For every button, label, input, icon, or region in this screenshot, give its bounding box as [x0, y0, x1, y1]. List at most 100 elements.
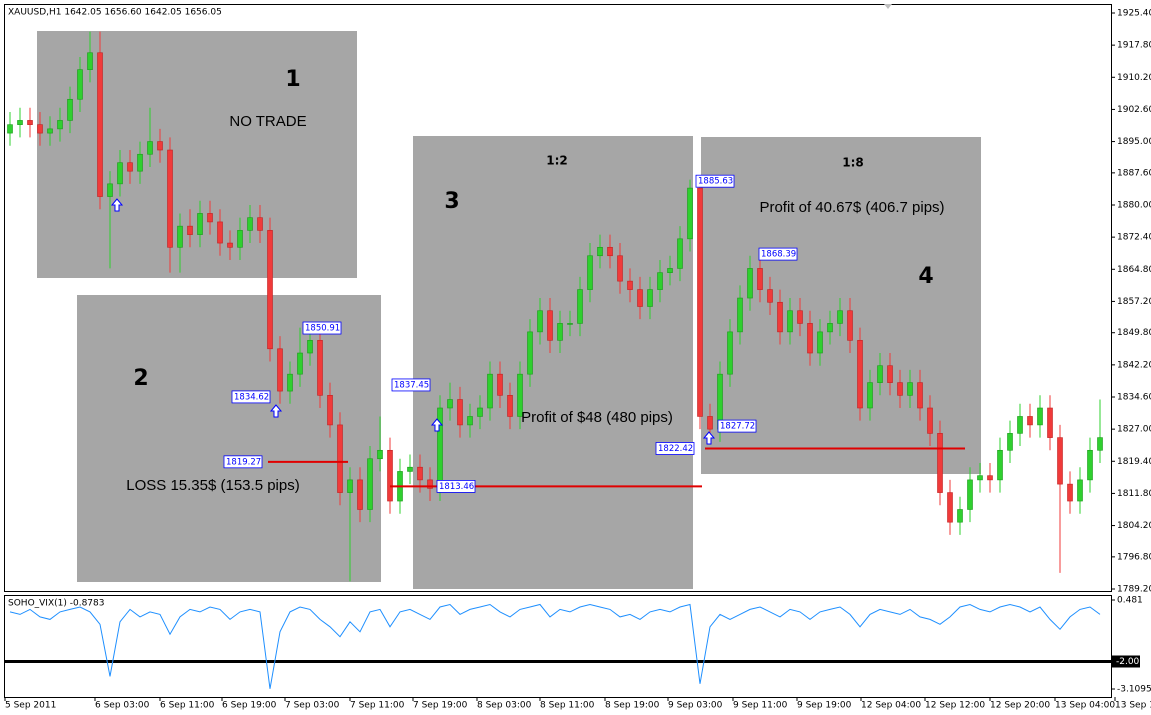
candle-body: [627, 280, 633, 290]
candle-body: [997, 449, 1003, 481]
zone-note: Profit of $48 (480 pips): [521, 409, 673, 426]
price-label: 1819.27: [226, 457, 261, 467]
candle-body: [647, 289, 653, 307]
price-label: 1885.63: [698, 177, 733, 187]
candle-body: [857, 340, 863, 409]
price-label-box: [223, 455, 263, 469]
x-tick-label: 6 Sep 03:00: [95, 701, 150, 711]
candle-body: [757, 268, 763, 290]
candle-body: [547, 310, 553, 341]
candle-body: [907, 382, 913, 396]
indicator-title: SOHO_VIX(1) -0.8783: [8, 599, 104, 609]
candle-body: [347, 479, 353, 493]
zone-note: Profit of 40.67$ (406.7 pips): [759, 199, 944, 216]
price-label-box: [302, 321, 342, 335]
candle-body: [637, 289, 643, 307]
candle-body: [517, 373, 523, 417]
price-label-box: [655, 442, 695, 455]
candle-body: [197, 213, 203, 235]
candle-body: [747, 268, 753, 299]
level-label-box: [1112, 655, 1140, 668]
x-tick-label: 8 Sep 11:00: [540, 701, 595, 711]
indicator-tick-label: -3.1095: [1117, 685, 1151, 695]
candle-body: [277, 348, 283, 392]
candle-body: [837, 310, 843, 324]
candle-body: [327, 395, 333, 426]
main-panel-frame: [4, 4, 1112, 592]
candle-body: [177, 225, 183, 248]
candle-body: [877, 365, 883, 383]
candle-body: [47, 128, 53, 134]
candle-body: [97, 52, 103, 197]
y-tick-label: 1842.20: [1117, 360, 1151, 370]
candle-body: [357, 479, 363, 510]
x-tick-label: 7 Sep 11:00: [350, 701, 405, 711]
candle-body: [137, 153, 143, 172]
candle-body: [1057, 437, 1063, 485]
candle-body: [707, 416, 713, 430]
candle-body: [767, 289, 773, 303]
price-label: 1834.62: [234, 392, 269, 402]
candle-body: [507, 395, 513, 417]
candle-body: [17, 120, 23, 125]
candle-body: [1037, 407, 1043, 426]
price-label: 1868.39: [761, 250, 796, 260]
candle-body: [987, 475, 993, 481]
candle-body: [387, 449, 393, 502]
symbol-header: XAUUSD,H1 1642.05 1656.60 1642.05 1656.0…: [8, 8, 222, 18]
level-label: -2.00: [1116, 657, 1140, 667]
y-tick-label: 1895.00: [1117, 137, 1151, 147]
price-label-box: [436, 480, 476, 493]
candle-body: [267, 230, 273, 350]
candle-body: [847, 310, 853, 341]
candle-body: [1007, 433, 1013, 451]
candle-body: [57, 120, 63, 130]
x-tick-label: 9 Sep 11:00: [733, 701, 788, 711]
y-tick-label: 1789.20: [1117, 585, 1151, 595]
price-label-box: [717, 419, 757, 433]
candle-body: [677, 238, 683, 269]
candle-body: [887, 365, 893, 383]
candle-body: [467, 416, 473, 426]
candle-body: [797, 310, 803, 324]
y-tick-label: 1902.60: [1117, 105, 1151, 115]
y-tick-label: 1925.40: [1117, 9, 1151, 19]
entry-arrow: [269, 404, 283, 418]
candle-body: [577, 289, 583, 324]
candle-body: [117, 162, 123, 185]
candle-body: [927, 407, 933, 434]
candle-body: [727, 331, 733, 375]
candle-body: [447, 399, 453, 409]
candle-body: [607, 246, 613, 257]
candle-body: [937, 433, 943, 493]
x-tick-label: 6 Sep 11:00: [160, 701, 215, 711]
candle-body: [657, 272, 663, 290]
x-tick-label: 12 Sep 04:00: [861, 701, 921, 711]
candle-body: [287, 373, 293, 392]
y-tick-label: 1811.80: [1117, 489, 1151, 499]
y-tick-label: 1834.60: [1117, 393, 1151, 403]
zone-note: NO TRADE: [229, 113, 306, 130]
x-tick-label: 12 Sep 12:00: [925, 701, 985, 711]
trade-zone: [701, 137, 981, 474]
x-tick-label: 7 Sep 03:00: [285, 701, 340, 711]
candle-body: [477, 407, 483, 417]
y-tick-label: 1827.00: [1117, 425, 1151, 435]
candle-body: [557, 323, 563, 341]
zone-number: 2: [133, 366, 148, 391]
candle-body: [827, 323, 833, 333]
zone-number: 1: [285, 67, 300, 92]
indicator-tick-label: 0.481: [1117, 596, 1143, 606]
candle-body: [497, 373, 503, 396]
entry-arrow: [430, 418, 444, 432]
candle-body: [537, 310, 543, 333]
price-label: 1813.46: [439, 482, 474, 492]
candle-body: [227, 242, 233, 248]
candle-body: [1097, 437, 1103, 451]
candle-body: [947, 492, 953, 523]
candle-body: [617, 255, 623, 282]
candle-body: [417, 466, 423, 481]
candle-body: [527, 331, 533, 375]
candle-body: [1087, 449, 1093, 481]
